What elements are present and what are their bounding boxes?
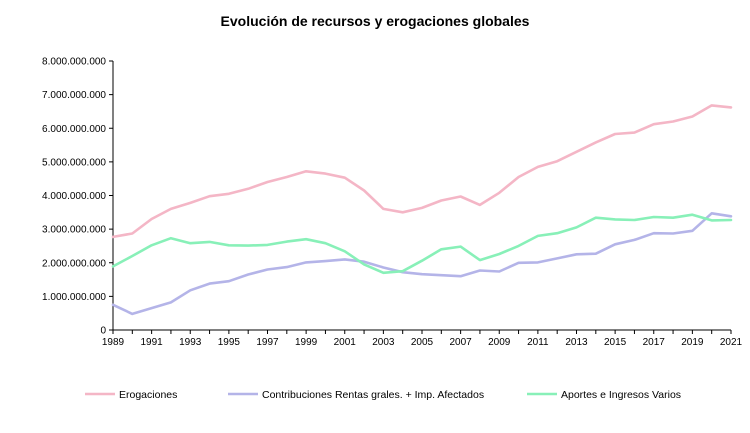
x-tick-label: 2015: [604, 337, 627, 348]
x-tick-label: 1991: [141, 337, 164, 348]
y-tick-label: 7.000.000.000: [42, 90, 106, 101]
series-line-2: [111, 212, 733, 316]
y-tick-label: 4.000.000.000: [42, 191, 106, 202]
y-tick-label: 2.000.000.000: [42, 258, 106, 269]
x-tick-label: 2011: [527, 337, 549, 348]
y-tick-label: 6.000.000.000: [42, 124, 106, 135]
legend: Erogaciones Contribuciones Rentas grales.…: [85, 389, 681, 401]
y-tick-label: 8.000.000.000: [42, 57, 106, 68]
y-tick-label: 3.000.000.000: [42, 225, 106, 236]
series-line-3: [111, 213, 733, 275]
x-tick-label: 1999: [295, 337, 318, 348]
x-tick-label: 2001: [334, 337, 357, 348]
x-tick-label: 2021: [720, 337, 743, 348]
x-tick-label: 2013: [565, 337, 588, 348]
y-tick-label: 0: [100, 326, 106, 337]
x-tick-label: 2017: [643, 337, 666, 348]
y-tick-label: 1.000.000.000: [42, 292, 106, 303]
x-tick-label: 2007: [450, 337, 473, 348]
x-tick-label: 1995: [218, 337, 241, 348]
legend-label-3: Aportes e Ingresos Varios: [561, 389, 681, 401]
x-tick-label: 2019: [681, 337, 704, 348]
x-tick-label: 2009: [488, 337, 511, 348]
x-tick-label: 2005: [411, 337, 434, 348]
x-tick-label: 1993: [179, 337, 202, 348]
x-tick-label: 1989: [102, 337, 125, 348]
x-tick-label: 1997: [256, 337, 279, 348]
x-tick-label: 2003: [372, 337, 395, 348]
series-line-1: [111, 104, 733, 239]
y-tick-label: 5.000.000.000: [42, 157, 106, 168]
plot-area: 0 1.000.000.000 2.000.000.000 3.000.000.000…: [42, 57, 743, 349]
legend-label-2: Contribuciones Rentas grales. + Imp. Afe…: [262, 389, 484, 401]
legend-label-1: Erogaciones: [119, 389, 177, 401]
chart-title: Evolución de recursos y erogaciones glob…: [221, 13, 530, 29]
